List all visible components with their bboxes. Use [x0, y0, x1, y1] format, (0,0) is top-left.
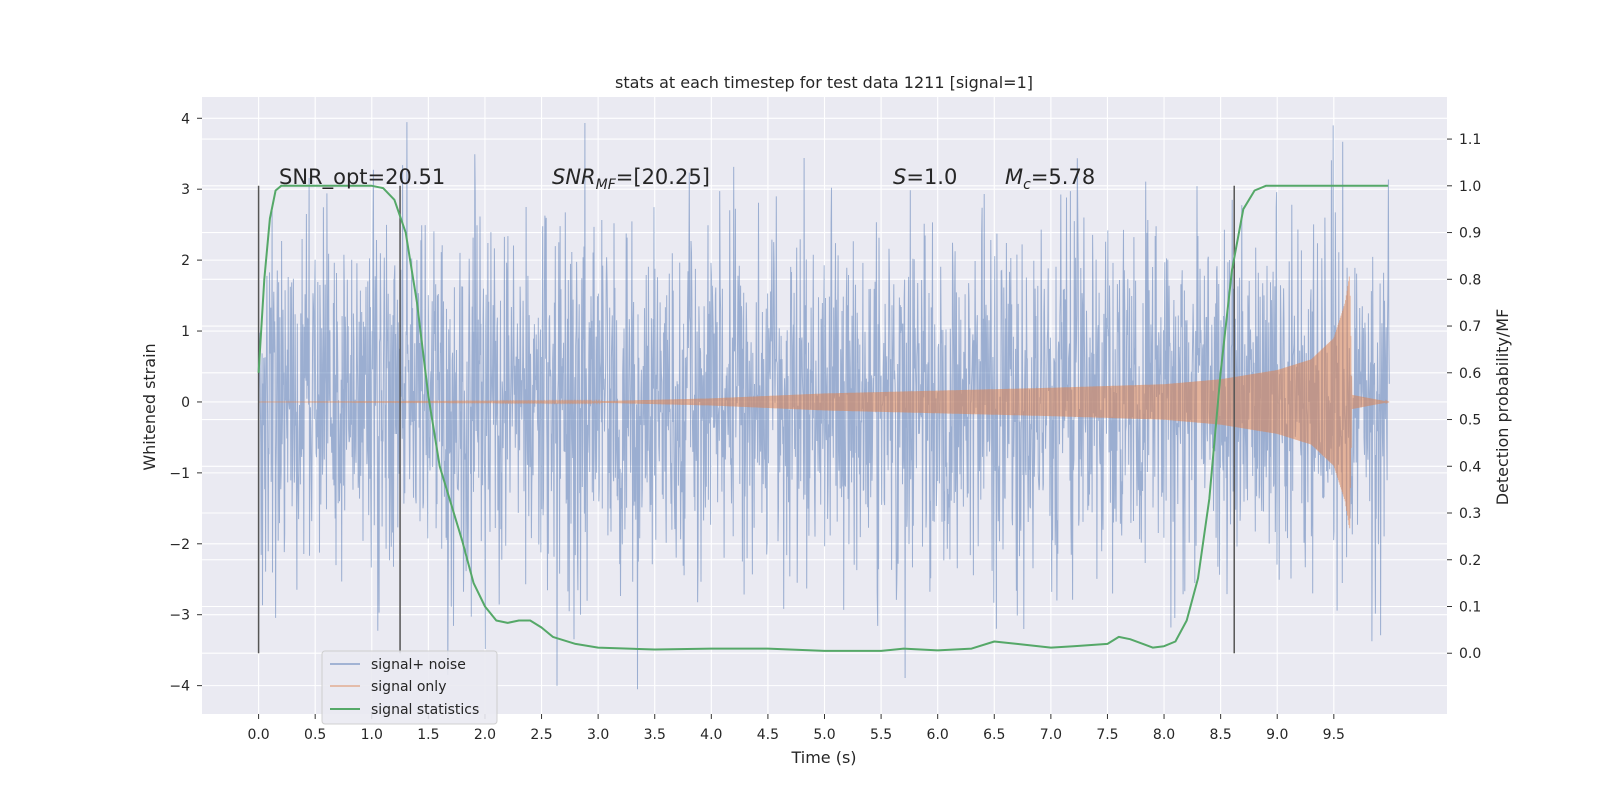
- x-tick-label-0: 0.0: [247, 727, 269, 743]
- y2-tick-label-10: 1.0: [1459, 179, 1481, 195]
- y-tick-label-4: 0: [181, 395, 190, 411]
- y-tick-label-1: −3: [169, 608, 190, 624]
- legend-label-signal-only: signal only: [371, 679, 446, 695]
- y2-tick-label-6: 0.6: [1459, 366, 1481, 382]
- x-tick-label-8: 4.0: [700, 727, 722, 743]
- x-tick-label-15: 7.5: [1096, 727, 1118, 743]
- x-tick-label-16: 8.0: [1153, 727, 1175, 743]
- y2-tick-label-4: 0.4: [1459, 459, 1481, 475]
- y-tick-label-0: −4: [169, 679, 190, 695]
- legend-label-signal-plus-noise: signal+ noise: [371, 657, 466, 673]
- line-signal-statistics: [257, 184, 1389, 652]
- line-signal-only: [258, 276, 1390, 529]
- x-tick-label-2: 1.0: [361, 727, 383, 743]
- y2-tick-label-0: 0.0: [1459, 646, 1481, 662]
- y2-tick-label-11: 1.1: [1459, 132, 1481, 148]
- x-tick-label-6: 3.0: [587, 727, 609, 743]
- y2-tick-label-5: 0.5: [1459, 413, 1481, 429]
- chart-title: stats at each timestep for test data 121…: [615, 73, 1033, 92]
- x-tick-label-3: 1.5: [417, 727, 439, 743]
- x-tick-label-13: 6.5: [983, 727, 1005, 743]
- legend-box: [321, 650, 498, 725]
- annotation-s: S=1.0: [893, 165, 957, 189]
- y-tick-label-7: 3: [181, 182, 190, 198]
- series-signal-only: [258, 276, 1390, 529]
- y-tick-label-3: −1: [169, 466, 190, 482]
- x-tick-label-10: 5.0: [813, 727, 835, 743]
- y2-tick-label-9: 0.9: [1459, 226, 1481, 242]
- x-axis-ticks: 0.0 0.5 1.0 1.5 2.0 2.5 3.0 3.5 4.0 4.5 5.0 5.5 6.0 6…: [247, 714, 1345, 743]
- annotation-snr-mf: SNRMF=[20.25]: [552, 165, 710, 193]
- y2-tick-label-1: 0.1: [1459, 599, 1481, 615]
- x-tick-label-5: 2.5: [530, 727, 552, 743]
- annotation-mc: Mc=5.78: [1005, 165, 1095, 193]
- x-tick-label-12: 6.0: [927, 727, 949, 743]
- y-axis-ticks: −4 −3 −2 −1 0 1 2 3 4: [169, 111, 202, 695]
- y2-axis-ticks: 0.0 0.1 0.2 0.3 0.4 0.5 0.6 0.7 0.8 0.9 1.0 1.1: [1447, 132, 1481, 662]
- x-tick-label-14: 7.0: [1040, 727, 1062, 743]
- legend: signal+ noise signal only signal statist…: [321, 650, 498, 725]
- line-signal-plus-noise: [258, 122, 1390, 690]
- y2-tick-label-3: 0.3: [1459, 506, 1481, 522]
- x-tick-label-11: 5.5: [870, 727, 892, 743]
- y-tick-label-6: 2: [181, 253, 190, 269]
- x-tick-label-18: 9.0: [1266, 727, 1288, 743]
- y-tick-label-5: 1: [181, 324, 190, 340]
- x-tick-label-17: 8.5: [1210, 727, 1232, 743]
- y-axis-label: Whitened strain: [140, 343, 159, 470]
- y2-axis-label: Detection probability/MF: [1493, 309, 1512, 506]
- y-tick-label-2: −2: [169, 537, 190, 553]
- legend-label-signal-statistics: signal statistics: [371, 702, 479, 718]
- x-tick-label-4: 2.0: [474, 727, 496, 743]
- y-tick-label-8: 4: [181, 111, 190, 127]
- y2-tick-label-7: 0.7: [1459, 319, 1481, 335]
- series-signal-statistics: [257, 184, 1389, 652]
- series-signal-plus-noise: [258, 122, 1390, 690]
- annotation-snr-opt: SNR_opt=20.51: [279, 165, 445, 190]
- y2-tick-label-8: 0.8: [1459, 272, 1481, 288]
- x-tick-label-19: 9.5: [1323, 727, 1345, 743]
- x-axis-label: Time (s): [790, 748, 856, 767]
- x-tick-label-9: 4.5: [757, 727, 779, 743]
- x-tick-label-7: 3.5: [644, 727, 666, 743]
- vertical-markers: [257, 185, 1235, 654]
- x-tick-label-1: 0.5: [304, 727, 326, 743]
- y2-tick-label-2: 0.2: [1459, 553, 1481, 569]
